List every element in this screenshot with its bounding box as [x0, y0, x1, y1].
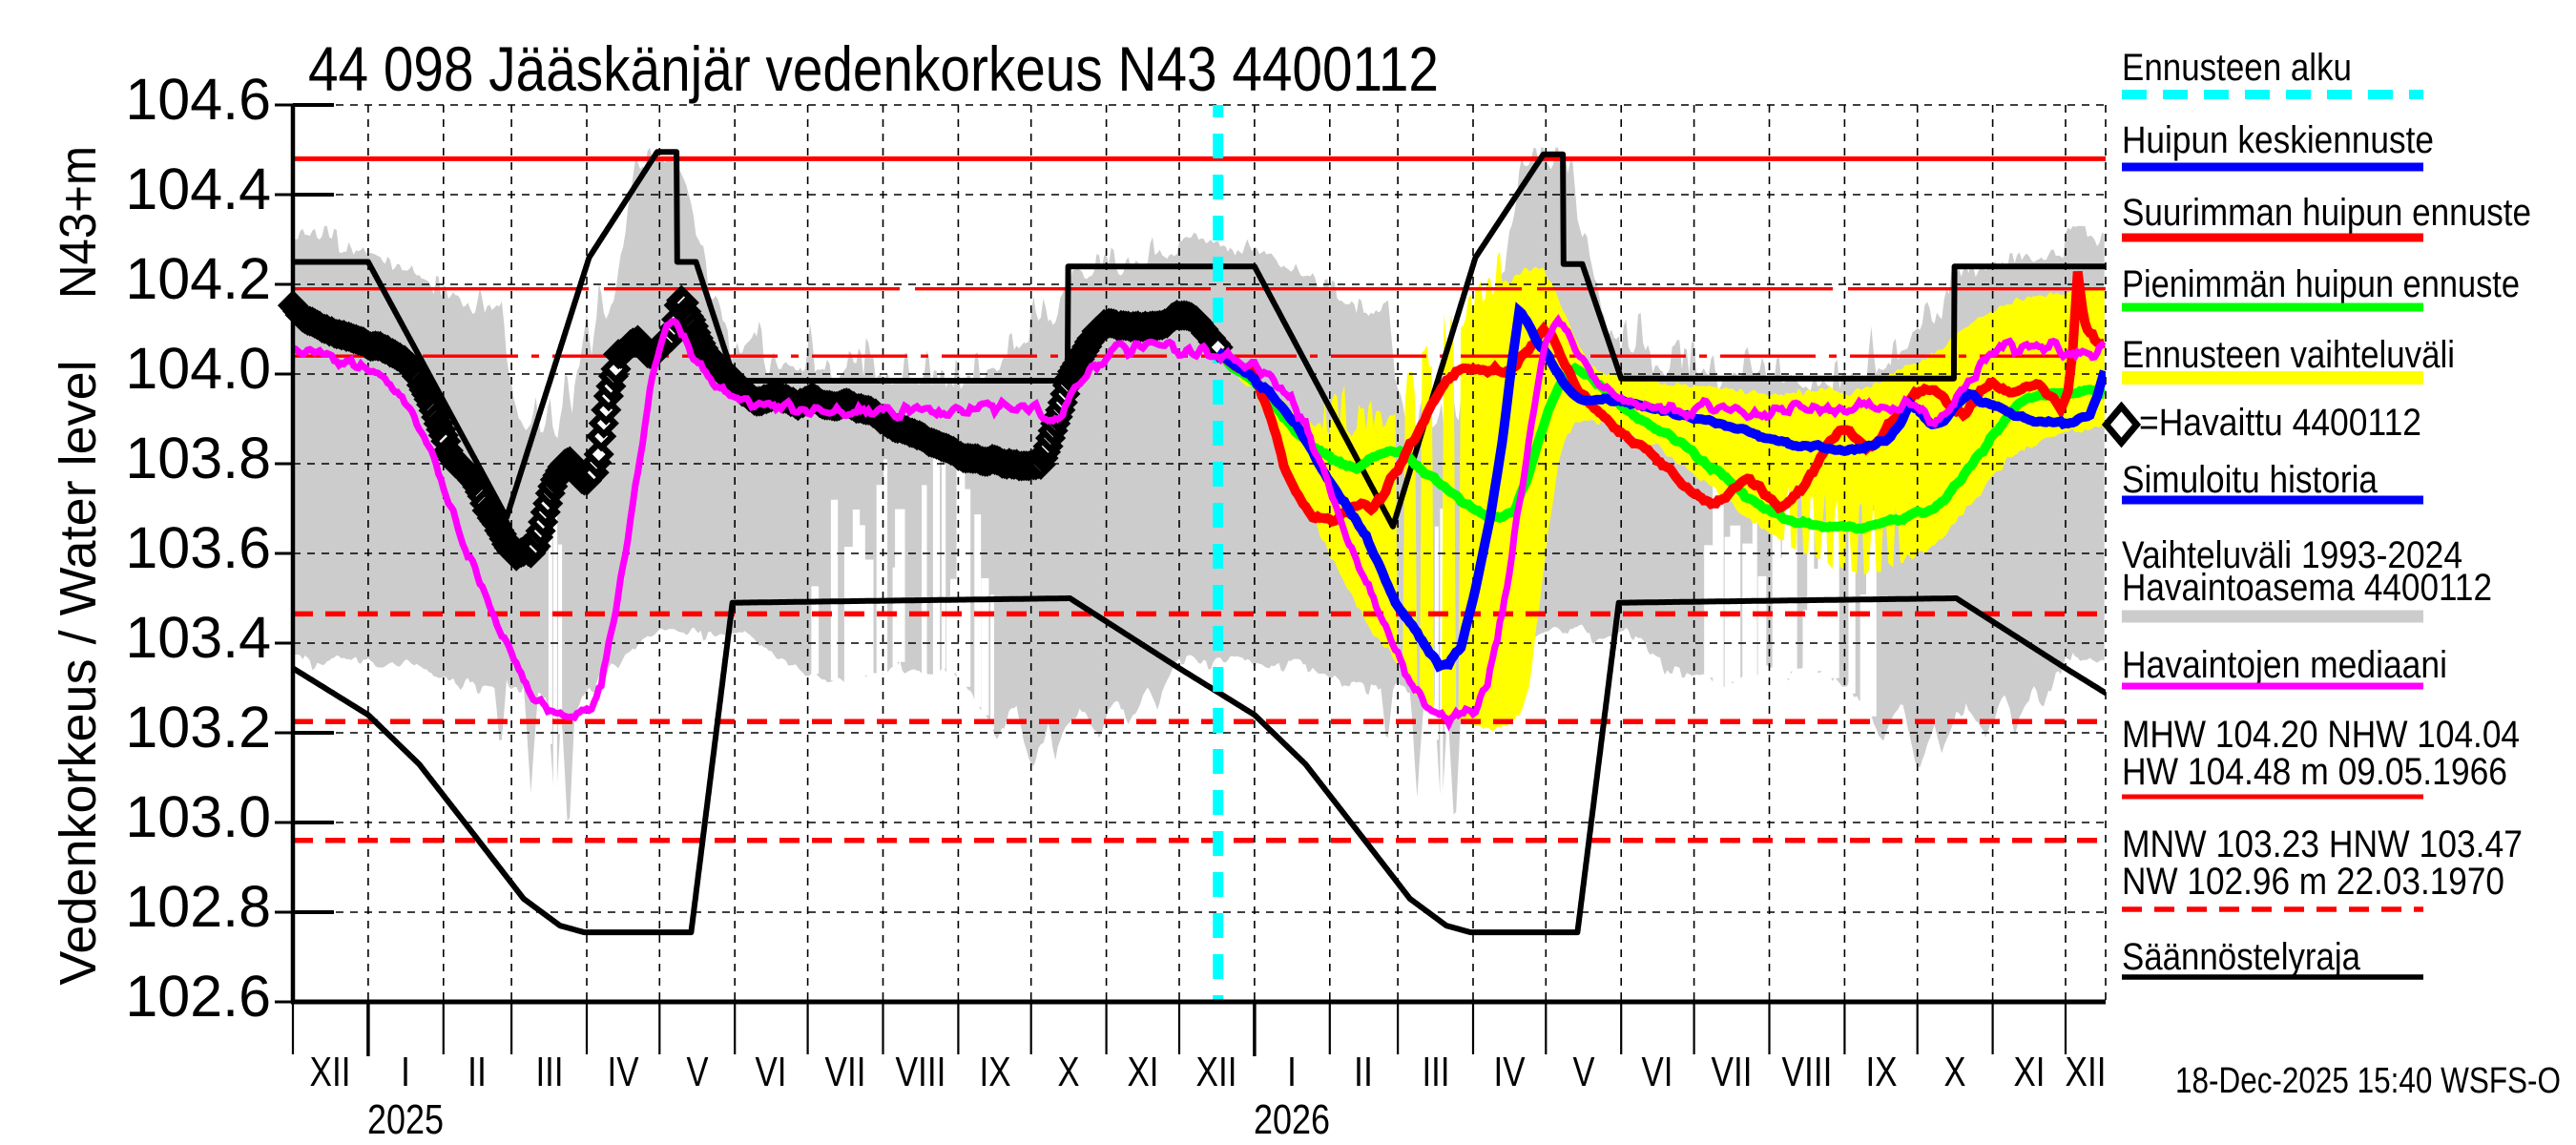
svg-text:102.8: 102.8: [125, 874, 271, 939]
svg-text:MHW 104.20 NHW 104.04: MHW 104.20 NHW 104.04: [2122, 714, 2520, 756]
svg-text:Säännöstelyraja: Säännöstelyraja: [2122, 936, 2361, 978]
svg-text:104.0: 104.0: [125, 336, 271, 401]
svg-text:Ennusteen vaihteluväli: Ennusteen vaihteluväli: [2122, 334, 2455, 376]
svg-text:II: II: [467, 1049, 487, 1095]
svg-text:2025: 2025: [367, 1096, 444, 1143]
svg-text:XII: XII: [2066, 1049, 2107, 1095]
svg-text:VIII: VIII: [1782, 1049, 1833, 1095]
svg-text:V: V: [1573, 1049, 1596, 1095]
svg-text:104.2: 104.2: [125, 246, 271, 311]
svg-text:II: II: [1354, 1049, 1373, 1095]
svg-text:102.6: 102.6: [125, 964, 271, 1029]
svg-text:103.2: 103.2: [125, 695, 271, 760]
svg-text:XI: XI: [1128, 1049, 1159, 1095]
svg-text:IV: IV: [608, 1049, 640, 1095]
svg-text:I: I: [1287, 1049, 1297, 1095]
svg-text:III: III: [536, 1049, 564, 1095]
svg-text:Pienimmän huipun ennuste: Pienimmän huipun ennuste: [2122, 263, 2520, 305]
svg-text:Suurimman huipun ennuste: Suurimman huipun ennuste: [2122, 192, 2531, 234]
svg-text:VIII: VIII: [896, 1049, 946, 1095]
svg-text:X: X: [1944, 1049, 1966, 1095]
svg-text:XI: XI: [2014, 1049, 2046, 1095]
svg-text:HW 104.48 m 09.05.1966: HW 104.48 m 09.05.1966: [2122, 751, 2507, 793]
svg-text:Simuloitu historia: Simuloitu historia: [2122, 459, 2379, 501]
svg-text:103.0: 103.0: [125, 784, 271, 849]
svg-text:IV: IV: [1494, 1049, 1527, 1095]
svg-text:Huipun keskiennuste: Huipun keskiennuste: [2122, 119, 2434, 161]
svg-text:VII: VII: [825, 1049, 866, 1095]
svg-text:44 098 Jääskänjär vedenkorkeus: 44 098 Jääskänjär vedenkorkeus N43 44001…: [308, 33, 1439, 104]
svg-text:Havaintoasema 4400112: Havaintoasema 4400112: [2122, 567, 2492, 609]
svg-text:103.4: 103.4: [125, 605, 271, 670]
svg-text:Ennusteen alku: Ennusteen alku: [2122, 47, 2352, 89]
svg-text:Vedenkorkeus / Water level: Vedenkorkeus / Water level: [50, 360, 107, 985]
svg-text:IX: IX: [1866, 1049, 1898, 1095]
svg-text:104.6: 104.6: [125, 67, 271, 132]
svg-text:XII: XII: [1196, 1049, 1237, 1095]
svg-text:N43+m: N43+m: [50, 146, 107, 299]
svg-text:MNW 103.23 HNW 103.47: MNW 103.23 HNW 103.47: [2122, 823, 2523, 865]
svg-text:VII: VII: [1712, 1049, 1753, 1095]
svg-text:X: X: [1058, 1049, 1080, 1095]
svg-text:18-Dec-2025 15:40 WSFS-O: 18-Dec-2025 15:40 WSFS-O: [2175, 1061, 2561, 1101]
svg-text:IX: IX: [980, 1049, 1011, 1095]
svg-text:104.4: 104.4: [125, 156, 271, 221]
svg-text:III: III: [1423, 1049, 1450, 1095]
svg-text:I: I: [401, 1049, 410, 1095]
svg-text:103.8: 103.8: [125, 426, 271, 490]
svg-text:VI: VI: [756, 1049, 787, 1095]
svg-text:103.6: 103.6: [125, 515, 271, 580]
svg-text:=Havaittu 4400112: =Havaittu 4400112: [2139, 402, 2421, 444]
svg-text:2026: 2026: [1254, 1096, 1330, 1143]
svg-text:XII: XII: [310, 1049, 351, 1095]
svg-text:V: V: [687, 1049, 710, 1095]
svg-text:Havaintojen mediaani: Havaintojen mediaani: [2122, 644, 2447, 686]
svg-text:Vaihteluväli 1993-2024: Vaihteluväli 1993-2024: [2122, 534, 2462, 576]
svg-text:VI: VI: [1642, 1049, 1673, 1095]
svg-text:NW 102.96 m 22.03.1970: NW 102.96 m 22.03.1970: [2122, 861, 2504, 903]
